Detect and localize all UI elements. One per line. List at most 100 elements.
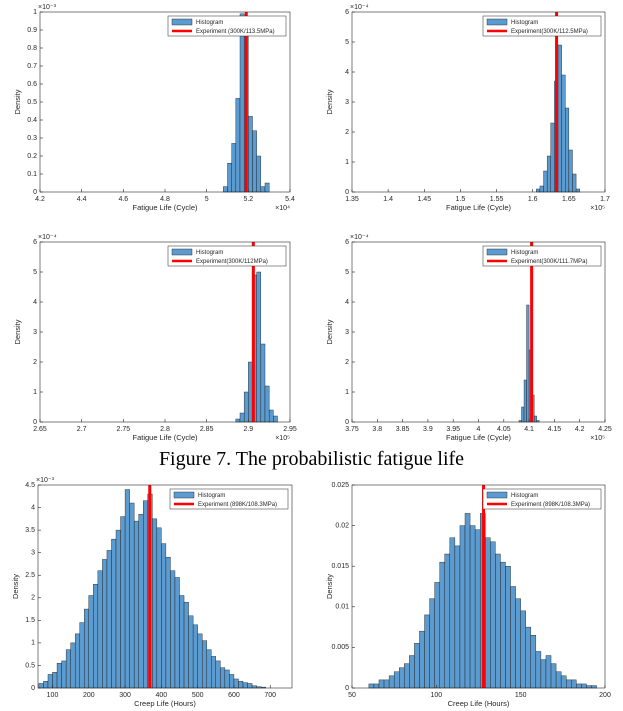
x-multiplier: ×10⁴ [275,205,290,212]
legend-box [167,245,287,267]
histogram-bar [260,186,266,193]
y-tick-label: 4 [33,299,37,306]
histogram-bar [449,537,456,689]
x-tick-label: 3.85 [396,426,410,433]
histogram-bar [65,649,71,689]
x-tick-label: 2.75 [117,426,131,433]
histogram-bar [239,412,245,423]
x-tick-label: 700 [264,692,276,699]
x-tick-label: 2.8 [160,426,170,433]
histogram-bar [252,130,257,193]
y-axis-label: Density [325,319,334,344]
y-tick-label: 4.5 [25,482,35,489]
y-tick-label: 2 [345,359,349,366]
x-tick-label: 1.5 [456,196,466,203]
x-tick-label: 200 [599,692,611,699]
y-tick-label: 0.2 [27,153,37,160]
legend-box [482,488,602,510]
x-tick-label: 3.8 [372,426,382,433]
x-tick-label: 4.4 [77,196,87,203]
x-tick-label: 4.15 [548,426,562,433]
x-tick-label: 1.55 [490,196,504,203]
x-tick-label: 400 [156,692,168,699]
histogram-bar [256,155,262,193]
legend-label: Histogram [198,493,225,499]
y-axis-label: Density [325,574,334,599]
histogram-bar [485,537,491,689]
x-tick-label: 1.45 [417,196,431,203]
y-tick-label: 0.7 [27,63,37,70]
legend-label: Experiment (898K/108.3MPa) [511,502,590,508]
chart: 4.2 4.4 4.6 4.8 5 5.2 5.4 0 0.1 0.2 0.3 0.4 0.5 0.6 0.… [13,4,295,212]
histogram-bar [439,561,445,689]
x-tick-label: 4.1 [524,426,534,433]
histogram-bar [260,343,266,423]
histogram-bar [211,656,216,689]
y-tick-label: 0.1 [27,171,37,178]
x-tick-label: 600 [228,692,240,699]
histogram-bar [120,516,126,689]
legend-label: Experiment(300K/112.5MPa) [511,29,588,35]
histogram-bar [251,685,257,689]
legend-swatch [173,491,195,499]
legend-label: Histogram [511,250,538,256]
histogram-bar [231,143,237,193]
histogram-bar [526,304,530,423]
histogram-bar [419,630,425,689]
x-tick-label: 3.95 [446,426,460,433]
legend-label: Histogram [511,20,538,26]
x-tick-label: 5.2 [243,196,253,203]
y-tick-label: 6 [345,9,349,16]
y-tick-label: 2 [345,129,349,136]
histogram-bar [192,624,198,689]
x-axis-label: Creep Life (Hours) [448,699,510,708]
y-tick-label: 0.9 [27,27,37,34]
x-tick-label: 4.25 [598,426,612,433]
histogram-bar [454,545,461,689]
y-multiplier: ×10⁻⁴ [350,234,369,241]
y-tick-label: 0 [33,189,37,196]
histogram-bar [220,667,226,689]
histogram-bar [525,626,531,689]
legend-swatch [486,491,508,499]
histogram-bar [536,188,541,193]
histogram-bar [38,683,44,689]
y-tick-label: 0.02 [335,522,349,529]
x-tick-label: 300 [119,692,131,699]
histogram-bar [495,553,501,689]
y-tick-label: 2.5 [25,572,35,579]
y-tick-label: 0.5 [27,99,37,106]
histogram-bar [557,44,562,193]
histogram-bar [124,489,130,689]
x-tick-label: 1.7 [600,196,610,203]
chart: 100 200 300 400 500 600 700 0 0.5 1 1.5 2 2.5 3 3.5 4 4.… [11,477,293,708]
histogram-bar [242,682,248,689]
histogram-bar [201,640,207,689]
y-tick-label: 0.3 [27,135,37,142]
y-axis-label: Density [11,574,20,599]
legend-label: Experiment (898K/108.3MPa) [198,502,277,508]
x-tick-label: 2.65 [33,426,47,433]
histogram-bar [233,678,239,689]
x-axis-label: Fatigue Life (Cycle) [446,203,512,212]
y-multiplier: ×10⁻³ [38,4,57,11]
x-tick-label: 1.65 [562,196,576,203]
histogram-bar [575,188,580,193]
histogram-bar [515,598,521,689]
x-tick-label: 4.6 [118,196,128,203]
histogram-bar [161,543,167,689]
histogram-bar [546,155,551,193]
histogram-bar [586,685,592,689]
histogram-bar [523,379,527,423]
histogram-bar [581,683,587,689]
histogram-bar [56,662,62,689]
histogram-bar [500,561,506,689]
histogram-bar [88,595,94,689]
histogram-bar [235,98,241,193]
x-tick-label: 500 [192,692,204,699]
histogram-bar [550,663,557,689]
y-tick-label: 2 [33,359,37,366]
legend-box [169,488,289,510]
legend-swatch [171,18,193,26]
